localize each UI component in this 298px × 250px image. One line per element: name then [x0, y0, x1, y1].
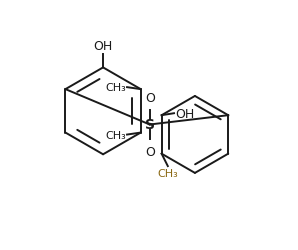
Text: CH₃: CH₃	[105, 83, 126, 93]
Text: O: O	[145, 146, 155, 158]
Text: CH₃: CH₃	[157, 168, 178, 178]
Text: O: O	[145, 92, 155, 104]
Text: CH₃: CH₃	[105, 130, 126, 140]
Text: OH: OH	[176, 107, 195, 120]
Text: S: S	[145, 118, 155, 132]
Text: OH: OH	[94, 40, 113, 53]
